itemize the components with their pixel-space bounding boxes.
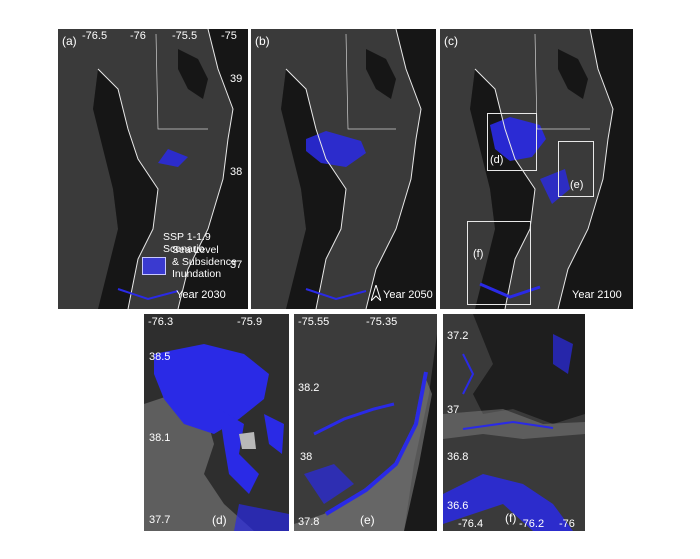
lon-tick: -75 (221, 30, 237, 42)
lon-tick: -76 (559, 518, 575, 530)
year-label: Year 2050 (383, 289, 433, 301)
lat-tick: 36.6 (447, 500, 469, 512)
legend-line: & Subsidence (172, 256, 237, 268)
panel-label-f: (f) (505, 511, 517, 525)
lat-tick: 37.8 (298, 516, 320, 528)
lat-tick: 38.5 (149, 351, 171, 363)
lat-tick: 38 (300, 451, 313, 463)
panel-label-c: (c) (444, 34, 458, 48)
map-panel-a: (a) -76.5 -76 -75.5 -75 39 38 37 SSP 1-1… (58, 29, 248, 309)
panel-label-a: (a) (62, 34, 77, 48)
map-f-graphic (443, 314, 585, 531)
lat-tick: 37.7 (149, 514, 171, 526)
map-panel-b: (b) Year 2050 (251, 29, 436, 309)
delaware-bay (178, 49, 208, 99)
lon-tick: -76.3 (148, 316, 174, 328)
ocean-east (178, 29, 248, 309)
year-label: Year 2030 (176, 289, 226, 301)
lat-tick: 36.8 (447, 451, 469, 463)
lon-tick: -76 (130, 30, 146, 42)
lon-tick: -75.55 (298, 316, 330, 328)
inset-label-e: (e) (570, 179, 584, 191)
legend-title: SSP 1-1.9 Scenario (163, 231, 211, 255)
map-d-graphic (144, 314, 289, 531)
map-e-graphic (294, 314, 437, 531)
lon-tick: -75.35 (366, 316, 398, 328)
panel-label-e: (e) (360, 513, 375, 527)
lon-tick: -76.5 (82, 30, 108, 42)
legend-line: Inundation (172, 268, 222, 280)
lat-tick: 37 (230, 259, 243, 271)
map-panel-c: (c) (d) (e) (f) Year 2100 (440, 29, 633, 309)
inset-box-f (467, 221, 531, 305)
chesapeake-bay (93, 69, 158, 309)
lat-tick: 38 (230, 166, 243, 178)
lat-tick: 37.2 (447, 330, 469, 342)
inset-label-d: (d) (490, 154, 504, 166)
lon-tick: -76.4 (458, 518, 484, 530)
map-b-graphic (251, 29, 436, 309)
inset-box-d (487, 113, 537, 171)
lon-tick: -75.9 (237, 316, 263, 328)
map-panel-e: -75.55 -75.35 38.2 38 37.8 (e) (294, 314, 437, 531)
lat-tick: 39 (230, 73, 243, 85)
map-panel-f: 37.2 37 36.8 36.6 -76.4 -76.2 -76 (f) (443, 314, 585, 531)
lon-tick: -76.2 (519, 518, 545, 530)
year-label: Year 2100 (572, 289, 622, 301)
inset-box-e (558, 141, 594, 197)
panel-label-d: (d) (212, 513, 227, 527)
lon-tick: -75.5 (172, 30, 198, 42)
north-arrow-icon (371, 285, 381, 301)
legend-swatch (142, 257, 166, 275)
map-panel-d: -76.3 -75.9 38.5 38.1 37.7 (d) (144, 314, 289, 531)
legend-line: Sea Level (172, 244, 219, 256)
panel-label-b: (b) (255, 34, 270, 48)
inset-label-f: (f) (473, 248, 484, 260)
lat-tick: 38.2 (298, 382, 320, 394)
lat-tick: 37 (447, 404, 460, 416)
lat-tick: 38.1 (149, 432, 171, 444)
